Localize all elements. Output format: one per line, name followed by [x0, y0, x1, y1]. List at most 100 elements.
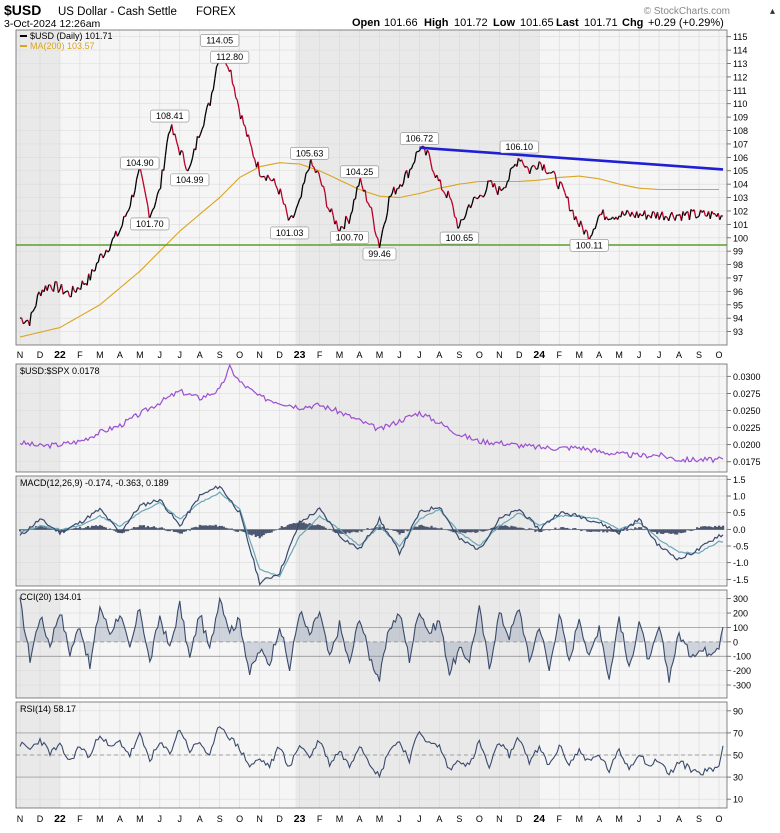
macd-histogram-bar: [668, 529, 670, 533]
macd-histogram-bar: [558, 529, 560, 530]
cci-legend-label: CCI(20) 134.01: [20, 592, 82, 602]
macd-histogram-bar: [428, 527, 430, 529]
price-panel-year-shade: [296, 30, 540, 345]
x-month-label: M: [376, 350, 384, 360]
macd-histogram-bar: [281, 526, 283, 530]
macd-histogram-bar: [658, 529, 660, 532]
macd-histogram-bar: [642, 529, 644, 530]
macd-histogram-bar: [353, 529, 355, 531]
macd-histogram-bar: [51, 529, 53, 530]
ratio-axis-tick-label: 0.0225: [733, 423, 761, 433]
macd-histogram-bar: [349, 529, 351, 533]
macd-histogram-bar: [678, 529, 680, 532]
macd-histogram-bar: [480, 529, 482, 531]
macd-histogram-bar: [47, 528, 49, 530]
macd-axis-tick-label: 1.5: [733, 475, 746, 485]
macd-histogram-bar: [231, 528, 233, 529]
macd-histogram-bar: [367, 528, 369, 530]
macd-histogram-bar: [510, 526, 512, 530]
macd-histogram-bar: [185, 529, 187, 531]
macd-histogram-bar: [560, 527, 562, 530]
macd-histogram-bar: [95, 525, 97, 530]
price-axis-tick-label: 110: [733, 99, 747, 109]
x-month-label-bottom: M: [376, 814, 384, 824]
macd-histogram-bar: [269, 529, 271, 533]
macd-histogram-bar: [580, 529, 582, 531]
macd-histogram-bar: [440, 528, 442, 530]
x-month-label: M: [96, 350, 104, 360]
x-month-label-bottom: S: [217, 814, 223, 824]
macd-histogram-bar: [237, 529, 239, 532]
macd-histogram-bar: [662, 529, 664, 534]
price-axis-tick-label: 106: [733, 153, 748, 163]
x-month-label-bottom: J: [657, 814, 662, 824]
x-month-label-bottom: F: [77, 814, 83, 824]
macd-histogram-bar: [93, 526, 95, 530]
macd-histogram-bar: [436, 528, 438, 530]
price-annotation-label: 108.41: [156, 111, 184, 121]
macd-histogram-bar: [698, 528, 700, 530]
x-month-label: F: [556, 350, 562, 360]
macd-histogram-bar: [566, 528, 568, 530]
macd-histogram-bar: [77, 528, 79, 530]
price-segment: [501, 190, 503, 191]
macd-histogram-bar: [19, 529, 21, 531]
macd-histogram-bar: [418, 525, 420, 530]
last-label: Last: [556, 17, 579, 29]
macd-histogram-bar: [329, 529, 331, 530]
macd-histogram-bar: [169, 529, 171, 531]
macd-histogram-bar: [664, 529, 666, 533]
macd-histogram-bar: [520, 528, 522, 530]
x-month-label-bottom: O: [476, 814, 483, 824]
x-month-label-bottom: F: [317, 814, 323, 824]
macd-histogram-bar: [476, 529, 478, 532]
price-segment: [697, 216, 699, 217]
macd-histogram-bar: [400, 529, 402, 533]
x-month-label: O: [236, 350, 243, 360]
macd-histogram-bar: [430, 526, 432, 530]
x-month-label-bottom: D: [276, 814, 283, 824]
x-month-label-bottom: A: [436, 814, 442, 824]
macd-histogram-bar: [201, 525, 203, 529]
macd-histogram-bar: [215, 525, 217, 530]
x-month-label: F: [317, 350, 323, 360]
macd-histogram-bar: [149, 527, 151, 530]
ratio-panel-year-shade: [16, 364, 60, 472]
macd-histogram-bar: [640, 527, 642, 530]
price-annotation-label: 99.46: [368, 249, 391, 259]
macd-histogram-bar: [363, 529, 365, 530]
x-month-label-bottom: D: [37, 814, 44, 824]
price-segment: [65, 292, 67, 293]
macd-histogram-bar: [470, 529, 472, 532]
macd-histogram-bar: [484, 529, 486, 531]
x-month-label-bottom: S: [696, 814, 702, 824]
price-axis-tick-label: 97: [733, 273, 743, 283]
macd-histogram-bar: [570, 529, 572, 530]
price-segment: [341, 226, 343, 227]
chg-value: +0.29 (+0.29%): [648, 17, 724, 29]
macd-histogram-bar: [586, 529, 588, 531]
price-segment: [480, 195, 482, 196]
collapse-icon[interactable]: ▴: [770, 6, 775, 17]
macd-histogram-bar: [285, 527, 287, 530]
macd-histogram-bar: [357, 529, 359, 532]
macd-histogram-bar: [518, 528, 520, 530]
ratio-axis-tick-label: 0.0200: [733, 440, 761, 450]
macd-histogram-bar: [548, 529, 550, 530]
macd-histogram-bar: [157, 528, 159, 530]
price-segment: [463, 219, 465, 220]
macd-histogram-bar: [217, 527, 219, 530]
rsi-axis-tick-label: 50: [733, 751, 743, 761]
macd-histogram-bar: [544, 529, 546, 530]
price-annotation-label: 100.65: [446, 233, 474, 243]
macd-histogram-bar: [420, 525, 422, 530]
macd-histogram-bar: [187, 529, 189, 530]
x-month-label: 24: [533, 349, 545, 361]
price-axis-tick-label: 112: [733, 72, 747, 82]
macd-histogram-bar: [488, 529, 490, 530]
macd-histogram-bar: [171, 529, 173, 530]
price-segment: [97, 262, 99, 263]
price-annotation-label: 106.72: [406, 134, 434, 144]
x-month-label: O: [476, 350, 483, 360]
